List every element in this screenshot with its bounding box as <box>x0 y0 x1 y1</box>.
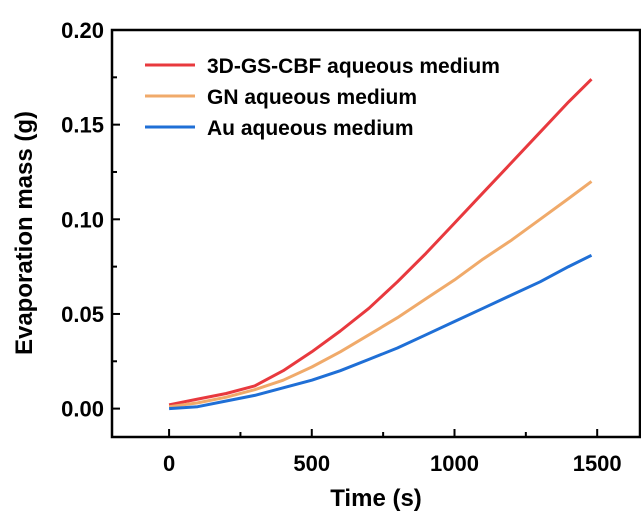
x-tick-label: 500 <box>293 451 330 476</box>
y-tick-label: 0.15 <box>61 113 104 138</box>
series-line-0 <box>168 78 593 407</box>
legend-label-0: 3D-GS-CBF aqueous medium <box>207 55 500 78</box>
x-tick-label: 1500 <box>573 451 622 476</box>
y-axis-title: Evaporation mass (g) <box>11 111 38 355</box>
series-line-2 <box>169 253 593 411</box>
x-tick-label: 1000 <box>430 451 479 476</box>
plot-frame <box>110 28 641 439</box>
plot-lines <box>168 78 593 411</box>
legend-label-1: GN aqueous medium <box>207 86 417 109</box>
x-tick-label: 0 <box>163 451 175 476</box>
tick-labels: 0 500 1000 1500 0.00 0.05 0.10 0.15 0.20 <box>61 18 621 476</box>
y-tick-label: 0.05 <box>61 302 104 327</box>
axis-ticks <box>112 29 599 437</box>
x-axis-title: Time (s) <box>330 485 422 512</box>
series-line-1 <box>168 180 593 409</box>
y-tick-label: 0.20 <box>61 18 104 43</box>
legend-label-2: Au aqueous medium <box>207 117 414 140</box>
y-tick-label: 0.00 <box>61 397 104 422</box>
y-tick-label: 0.10 <box>61 207 104 232</box>
legend: 3D-GS-CBF aqueous medium GN aqueous mediu… <box>145 55 500 140</box>
